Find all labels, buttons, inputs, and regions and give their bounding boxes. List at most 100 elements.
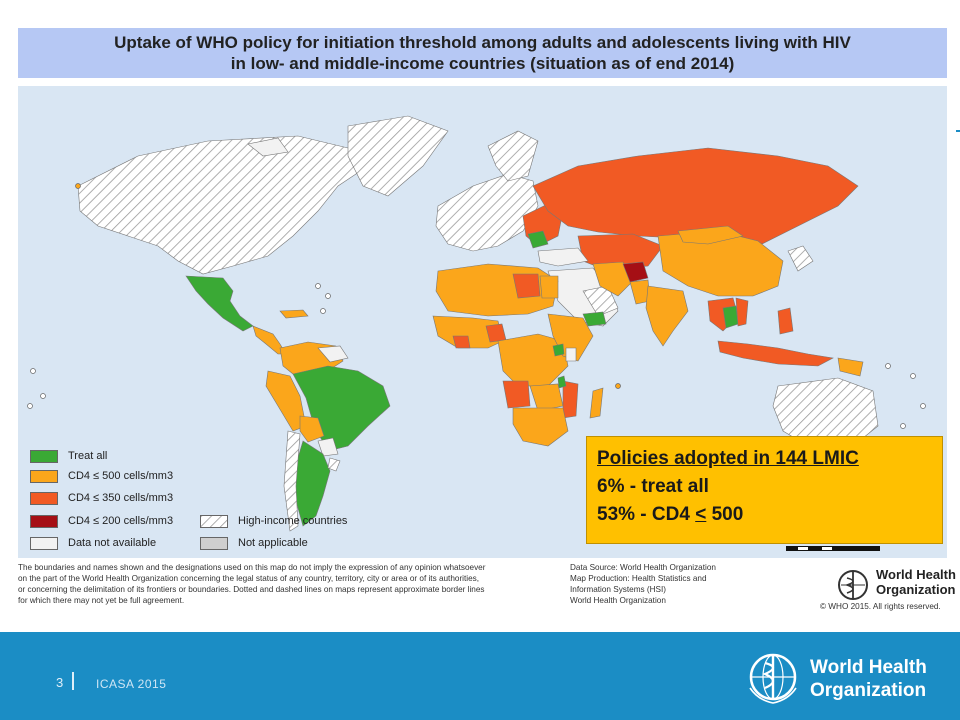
island-marker: [615, 383, 621, 389]
legend-item-cd4-500: CD4 ≤ 500 cells/mm3: [30, 468, 173, 484]
turkey: [537, 247, 589, 267]
kenya-region: [565, 347, 577, 362]
source-line: World Health Organization: [570, 596, 666, 605]
legend-swatch: [30, 491, 58, 505]
island-marker: [900, 423, 906, 429]
scale-gap: [798, 547, 808, 550]
callout-treat-all: 6% - treat all: [597, 476, 709, 497]
map-title-line-1: Uptake of WHO policy for initiation thre…: [114, 33, 851, 52]
slide-footer-bar: [0, 632, 960, 720]
bolivia: [299, 415, 325, 443]
legend-label: Treat all: [68, 450, 108, 462]
who-footer-name-line2: Organization: [810, 680, 927, 701]
world-map: [18, 86, 947, 558]
who-emblem-small-icon: [838, 570, 868, 600]
mexico: [185, 275, 254, 332]
legend-swatch: [30, 536, 58, 550]
legend-label: Data not available: [68, 537, 157, 549]
who-logo-small: World Health Organization: [836, 566, 956, 616]
world-map-svg: [27, 115, 926, 532]
madagascar: [589, 387, 604, 419]
east-africa: [547, 313, 594, 362]
callout-less-equal-symbol: <: [695, 504, 707, 525]
legend-label: CD4 ≤ 200 cells/mm3: [68, 515, 174, 527]
canada-usa-region: [77, 135, 369, 275]
india: [645, 285, 689, 347]
island-marker: [320, 308, 326, 314]
legend-label: High-income countries: [238, 515, 348, 527]
angola: [502, 380, 531, 409]
zambia-zimbabwe: [529, 383, 564, 412]
scale-gap: [822, 547, 832, 550]
legend-item-cd4-200: CD4 ≤ 200 cells/mm3: [30, 513, 173, 529]
vietnam-laos: [735, 297, 749, 327]
who-small-name-line2: Organization: [876, 582, 956, 597]
disclaimer-line: The boundaries and names shown and the d…: [18, 563, 486, 572]
uganda: [552, 343, 565, 357]
data-source-note: Data Source: World Health Organization M…: [570, 562, 780, 628]
indonesia: [717, 340, 834, 367]
callout-heading: Policies adopted in 144 LMIC: [597, 448, 859, 469]
guianas: [317, 345, 349, 363]
scandinavia: [487, 130, 539, 182]
yemen: [582, 311, 607, 327]
legend-item-not-applicable: Not applicable: [200, 535, 308, 551]
source-line: Information Systems (HSI): [570, 585, 666, 594]
libya: [512, 273, 541, 299]
disclaimer-line: for which there may not yet be full agre…: [18, 596, 185, 605]
who-emblem-icon: [749, 653, 797, 704]
philippines: [777, 307, 794, 335]
event-name: ICASA 2015: [96, 677, 167, 691]
ivory-coast-region: [452, 335, 471, 349]
uruguay: [327, 457, 341, 472]
legend-item-not-available: Data not available: [30, 535, 156, 551]
iran: [592, 261, 634, 297]
russia: [532, 147, 859, 247]
map-disclaimer: The boundaries and names shown and the d…: [18, 562, 538, 628]
island-marker: [30, 368, 36, 374]
island-marker: [885, 363, 891, 369]
legend-item-cd4-350: CD4 ≤ 350 cells/mm3: [30, 490, 173, 506]
southern-africa: [512, 407, 569, 447]
ecuador-peru: [265, 370, 307, 432]
island-marker: [910, 373, 916, 379]
disclaimer-line: or concerning the delimitation of its fr…: [18, 585, 485, 594]
legend-swatch-hatch: [200, 514, 228, 528]
island-marker: [315, 283, 321, 289]
legend-swatch: [30, 469, 58, 483]
arctic-islands: [247, 137, 289, 157]
thailand: [722, 305, 739, 329]
copyright-notice: © WHO 2015. All rights reserved.: [820, 602, 941, 611]
caribbean: [279, 309, 309, 319]
mongolia: [677, 225, 744, 245]
mozambique: [562, 380, 579, 419]
paraguay: [317, 437, 339, 457]
papua-new-guinea: [837, 357, 864, 377]
west-africa: [432, 315, 504, 349]
source-line: Data Source: World Health Organization: [570, 563, 716, 572]
island-marker: [75, 183, 81, 189]
greenland: [347, 115, 449, 197]
egypt: [539, 275, 559, 299]
island-marker: [40, 393, 46, 399]
slide-number-separator: [72, 672, 74, 690]
legend-swatch: [200, 536, 228, 550]
europe-west: [435, 173, 539, 252]
legend-label: CD4 ≤ 350 cells/mm3: [68, 492, 174, 504]
who-logo-footer: [744, 648, 944, 708]
map-title-banner: Uptake of WHO policy for initiation thre…: [18, 28, 947, 78]
who-footer-name-line1: World Health: [810, 657, 927, 678]
map-legend: Treat all CD4 ≤ 500 cells/mm3 CD4 ≤ 350 …: [30, 446, 370, 556]
legend-swatch: [30, 514, 58, 528]
disclaimer-line: on the part of the World Health Organiza…: [18, 574, 480, 583]
legend-label: CD4 ≤ 500 cells/mm3: [68, 470, 174, 482]
map-scale-bar: [786, 546, 880, 551]
callout-cd4-prefix: 53% - CD4: [597, 504, 696, 525]
legend-swatch: [30, 449, 58, 463]
edge-mark: [956, 130, 960, 132]
source-line: Map Production: Health Statistics and: [570, 574, 707, 583]
chile: [283, 430, 301, 532]
legend-item-treat-all: Treat all: [30, 448, 107, 464]
legend-label: Not applicable: [238, 537, 308, 549]
central-africa: [497, 333, 569, 387]
